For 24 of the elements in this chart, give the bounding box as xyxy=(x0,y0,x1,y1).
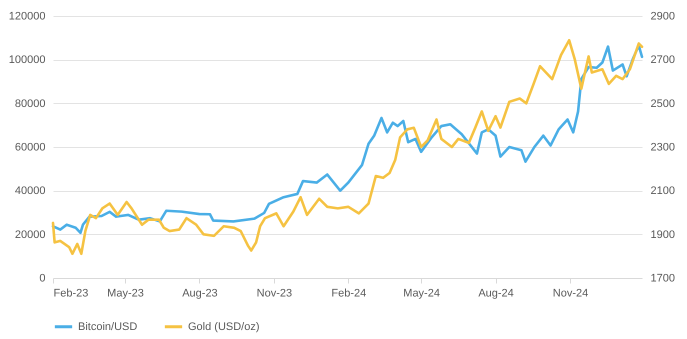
x-tick-label: Feb-23 xyxy=(54,288,88,300)
x-tick-label: May-23 xyxy=(107,288,144,300)
x-tick-label: Aug-23 xyxy=(182,288,218,300)
y-tick-label: 80000 xyxy=(14,98,46,110)
y-tick-label: 0 xyxy=(39,272,46,284)
y2-tick-label: 2100 xyxy=(650,185,675,198)
y-tick-label: 100000 xyxy=(8,54,46,66)
y2-tick-label: 1700 xyxy=(650,272,675,284)
y-tick-label: 120000 xyxy=(8,10,46,22)
y2-tick-label: 2700 xyxy=(650,54,675,66)
x-tick-label: Nov-23 xyxy=(256,288,292,300)
x-tick-label: May-24 xyxy=(403,288,440,300)
x-tick-label: Nov-24 xyxy=(552,288,588,300)
y2-tick-label: 1900 xyxy=(650,228,675,241)
y-tick-label: 20000 xyxy=(14,228,46,241)
legend-label: Gold (USD/oz) xyxy=(188,320,260,333)
x-tick-label: Feb-24 xyxy=(331,288,366,300)
y-tick-label: 40000 xyxy=(14,185,46,198)
y2-tick-label: 2500 xyxy=(650,98,675,110)
x-tick-label: Aug-24 xyxy=(478,288,514,300)
legend-label: Bitcoin/USD xyxy=(78,320,138,333)
y2-tick-label: 2300 xyxy=(650,142,675,154)
y-tick-label: 60000 xyxy=(14,142,46,154)
y2-tick-label: 2900 xyxy=(650,10,675,22)
